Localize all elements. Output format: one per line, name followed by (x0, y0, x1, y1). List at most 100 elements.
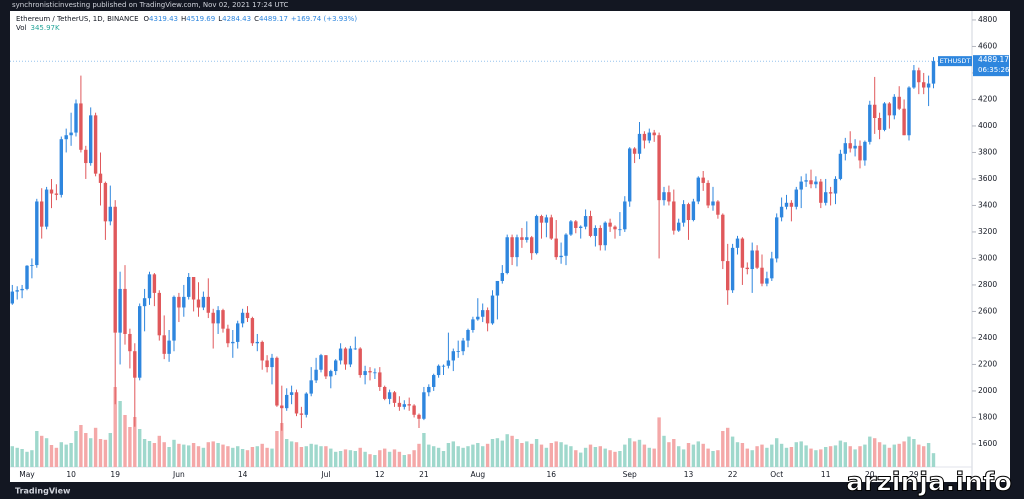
volume-bar (696, 441, 700, 467)
candle-body (794, 189, 798, 207)
candle-body (495, 280, 500, 296)
candle-body (623, 201, 627, 230)
candle-body (392, 392, 397, 403)
volume-bar (598, 446, 602, 467)
x-tick-label: 11 (821, 470, 831, 479)
volume-bar (618, 451, 622, 467)
candle-body (755, 250, 759, 268)
candle-body (530, 237, 534, 254)
volume-bar (730, 436, 735, 467)
volume-bar (89, 438, 93, 467)
candle-body (10, 291, 14, 304)
volume-bar (40, 435, 44, 467)
volume-bar (157, 435, 161, 467)
volume-bar (216, 443, 220, 467)
candle-body (931, 61, 936, 84)
candle-body (373, 372, 377, 374)
volume-bar (187, 445, 191, 467)
volume-bar (329, 448, 333, 467)
volume-bar (603, 448, 607, 467)
candle-body (147, 274, 152, 299)
volume-bar (142, 439, 147, 467)
volume-bar (211, 441, 215, 467)
candle-body (79, 103, 83, 150)
candle-body (907, 87, 911, 136)
candle-body (417, 414, 421, 419)
candle-body (726, 261, 730, 291)
volume-bar (647, 447, 651, 467)
candle-body (245, 312, 250, 319)
candle-body (853, 145, 857, 149)
countdown: 06:35:26 (978, 66, 1010, 74)
candle-body (407, 404, 411, 406)
volume-bar (79, 425, 83, 467)
x-tick-label: Sep (623, 470, 637, 479)
volume-bar (466, 446, 470, 467)
volume-bar (476, 443, 480, 467)
volume-bar (334, 451, 338, 467)
candle-body (858, 145, 862, 161)
volume-bar (240, 449, 245, 467)
volume-bar (201, 447, 206, 467)
candle-body (265, 360, 269, 368)
volume-bar (917, 444, 921, 467)
volume-bar (667, 442, 671, 467)
volume-bar (628, 438, 632, 467)
volume-bar (236, 446, 240, 467)
volume-bar (191, 443, 196, 467)
volume-bar (319, 446, 323, 467)
volume-bar (103, 439, 108, 467)
volume-bar (544, 447, 549, 467)
candle-body (368, 371, 372, 373)
y-tick-label: 3600 (978, 174, 997, 183)
candle-body (20, 288, 24, 291)
volume-bar (686, 443, 691, 467)
volume-bar (44, 438, 49, 467)
volume-bar (559, 442, 563, 467)
volume-bar (167, 447, 171, 467)
candle-body (819, 181, 823, 203)
candle-body (632, 148, 637, 154)
volume-bar (84, 433, 88, 467)
volume-bar (231, 447, 235, 467)
volume-bar (882, 444, 887, 467)
candle-body (789, 202, 794, 207)
volume-bar (505, 434, 509, 467)
candle-body (255, 341, 259, 344)
candle-body (118, 288, 122, 333)
candle-body (123, 288, 127, 334)
candle-body (897, 96, 901, 109)
candle-body (422, 392, 426, 419)
change: +169.74 (+3.93%) (291, 15, 357, 23)
volume-bar (98, 439, 103, 467)
candle-body (436, 365, 441, 376)
chart-background (10, 11, 1010, 482)
volume-bar (10, 446, 14, 467)
volume-bar (833, 445, 838, 467)
volume-bar (108, 433, 112, 467)
volume-bar (677, 446, 681, 467)
candle-body (275, 357, 279, 406)
y-tick-label: 4000 (978, 121, 997, 130)
volume-bar (931, 453, 936, 467)
candle-body (201, 296, 206, 308)
x-tick-label: Aug (470, 470, 485, 479)
volume-bar (642, 444, 647, 467)
volume-bar (177, 443, 181, 467)
volume-bar (422, 433, 426, 467)
candle-body (721, 214, 725, 262)
volume-bar (554, 441, 558, 467)
candle-body (681, 204, 686, 223)
volume-bar (711, 451, 715, 467)
candle-body (250, 318, 255, 344)
candle-body (637, 133, 642, 154)
candle-body (108, 206, 112, 222)
volume-bar (922, 446, 926, 467)
x-tick-label: 29 (909, 470, 919, 479)
candle-body (329, 371, 333, 377)
volume-bar (123, 415, 127, 467)
candle-body (642, 133, 647, 141)
candle-body (902, 108, 906, 136)
volume-bar (152, 443, 157, 467)
y-tick-label: 4600 (978, 41, 997, 50)
